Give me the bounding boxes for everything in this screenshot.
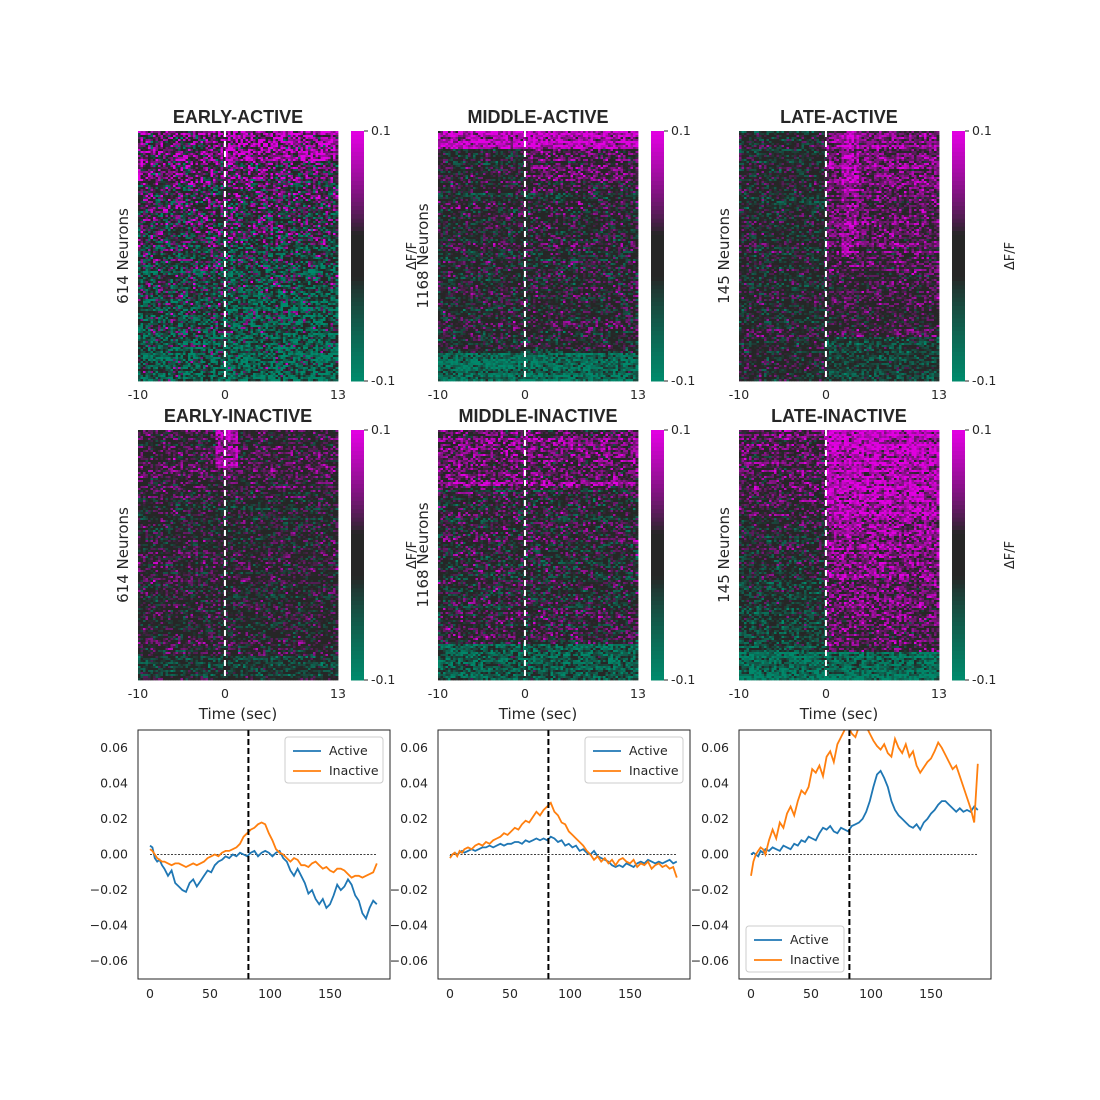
heatmap-early-active <box>138 131 338 381</box>
